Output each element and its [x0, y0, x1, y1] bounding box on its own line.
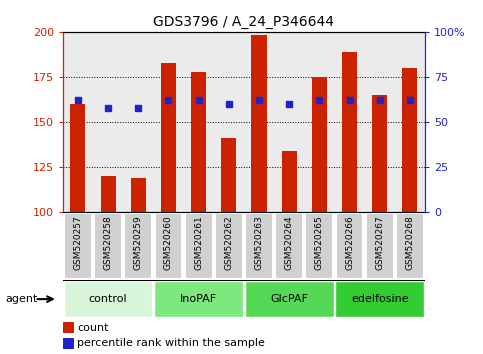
Bar [312, 77, 327, 212]
Bar [71, 104, 85, 212]
Text: GSM520257: GSM520257 [73, 215, 83, 270]
FancyBboxPatch shape [94, 213, 122, 279]
Bar [63, 322, 73, 333]
FancyBboxPatch shape [185, 213, 213, 279]
Bar [282, 151, 297, 212]
FancyBboxPatch shape [215, 213, 242, 279]
Bar [100, 176, 115, 212]
Text: GSM520263: GSM520263 [255, 215, 264, 270]
FancyBboxPatch shape [245, 281, 334, 317]
Text: GSM520261: GSM520261 [194, 215, 203, 270]
Text: GSM520260: GSM520260 [164, 215, 173, 270]
Text: GlcPAF: GlcPAF [270, 294, 308, 304]
Text: percentile rank within the sample: percentile rank within the sample [77, 338, 265, 348]
Bar [131, 178, 146, 212]
FancyBboxPatch shape [154, 281, 243, 317]
FancyBboxPatch shape [155, 213, 183, 279]
Bar [252, 35, 267, 212]
FancyBboxPatch shape [336, 213, 364, 279]
Text: GSM520265: GSM520265 [315, 215, 324, 270]
Text: GSM520266: GSM520266 [345, 215, 354, 270]
Bar [342, 52, 357, 212]
Text: edelfosine: edelfosine [351, 294, 409, 304]
FancyBboxPatch shape [275, 213, 303, 279]
Text: GSM520262: GSM520262 [224, 215, 233, 270]
Bar [63, 338, 73, 349]
Text: count: count [77, 322, 109, 332]
Text: GSM520258: GSM520258 [103, 215, 113, 270]
Bar [372, 95, 387, 212]
Text: agent: agent [5, 294, 37, 304]
Bar [161, 63, 176, 212]
Text: control: control [89, 294, 128, 304]
Bar [402, 68, 417, 212]
FancyBboxPatch shape [64, 281, 153, 317]
Bar [221, 138, 236, 212]
Text: InoPAF: InoPAF [180, 294, 217, 304]
FancyBboxPatch shape [306, 213, 333, 279]
FancyBboxPatch shape [366, 213, 394, 279]
Text: GSM520259: GSM520259 [134, 215, 143, 270]
Text: GSM520268: GSM520268 [405, 215, 414, 270]
FancyBboxPatch shape [335, 281, 424, 317]
Text: GSM520267: GSM520267 [375, 215, 384, 270]
FancyBboxPatch shape [245, 213, 273, 279]
FancyBboxPatch shape [396, 213, 424, 279]
FancyBboxPatch shape [64, 213, 92, 279]
Title: GDS3796 / A_24_P346644: GDS3796 / A_24_P346644 [154, 16, 334, 29]
Bar [191, 72, 206, 212]
Text: GSM520264: GSM520264 [284, 215, 294, 270]
FancyBboxPatch shape [125, 213, 152, 279]
